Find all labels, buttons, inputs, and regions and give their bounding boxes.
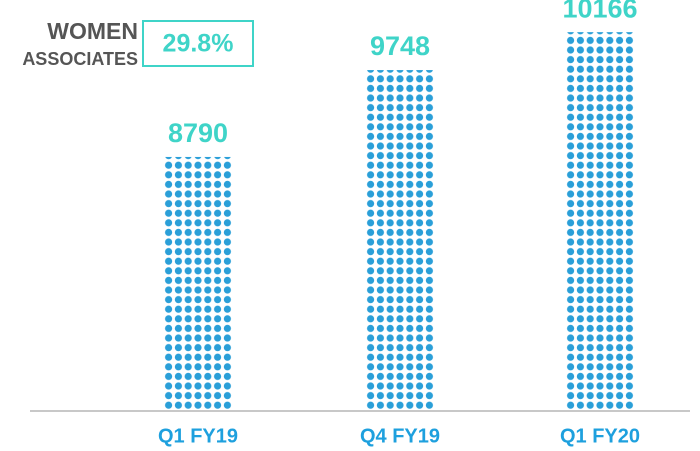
value-label: 10166	[562, 0, 637, 23]
bar	[565, 32, 635, 410]
x-tick-label: Q4 FY19	[360, 425, 440, 447]
annotation-box	[142, 20, 254, 67]
value-label: 9748	[370, 31, 430, 61]
title-line: WOMEN	[47, 18, 138, 44]
x-tick-label: Q1 FY20	[560, 425, 640, 447]
bar	[365, 70, 435, 410]
bar	[163, 156, 233, 410]
annotation: 29.8%	[163, 30, 234, 58]
x-tick-label: Q1 FY19	[158, 425, 238, 447]
value-label: 8790	[168, 118, 228, 148]
title-line: ASSOCIATES	[22, 49, 138, 69]
